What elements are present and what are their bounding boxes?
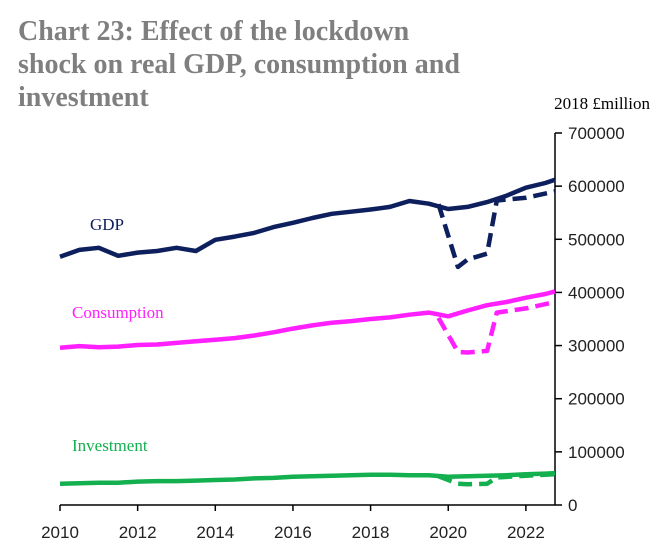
y-tick-label: 100000 (568, 443, 625, 462)
series-line (59, 470, 556, 486)
x-tick-label: 2018 (352, 523, 390, 542)
x-tick-label: 2014 (196, 523, 234, 542)
x-tick-label: 2012 (119, 523, 157, 542)
y-tick-label: 600000 (568, 177, 625, 196)
y-tick-label: 0 (568, 496, 577, 515)
x-tick-label: 2010 (41, 523, 79, 542)
y-tick-label: 700000 (568, 124, 625, 143)
series-line (436, 299, 556, 355)
x-tick-label: 2016 (274, 523, 312, 542)
series-label: Consumption (72, 303, 164, 322)
series-line (436, 189, 556, 270)
y-tick-label: 200000 (568, 390, 625, 409)
series-label: Investment (72, 436, 148, 455)
series-line (59, 177, 556, 259)
y-tick-label: 300000 (568, 337, 625, 356)
y-unit: 2018 £million (554, 94, 650, 113)
series-label: GDP (90, 215, 124, 234)
series-line (437, 471, 556, 487)
series-line (59, 289, 556, 350)
y-tick-label: 400000 (568, 283, 625, 302)
chart-title: investment (18, 82, 149, 113)
chart-title: shock on real GDP, consumption and (18, 49, 460, 80)
chart-title: Chart 23: Effect of the lockdown (18, 16, 410, 47)
y-tick-label: 500000 (568, 230, 625, 249)
x-tick-label: 2020 (429, 523, 467, 542)
x-tick-label: 2022 (507, 523, 545, 542)
